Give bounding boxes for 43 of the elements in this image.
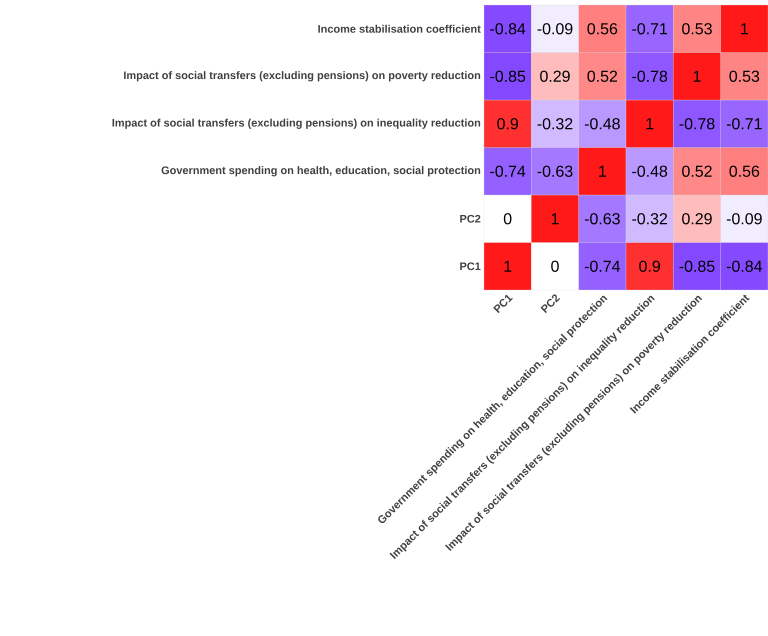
data-label: -0.85 — [490, 70, 526, 82]
data-label: -0.71 — [632, 23, 668, 34]
y-tick-label: PC1 — [460, 262, 480, 270]
data-label: -0.71 — [726, 118, 762, 130]
data-label: 1 — [504, 260, 512, 272]
data-label: 0.9 — [497, 118, 518, 130]
data-label: 1 — [741, 23, 748, 34]
y-tick-label: Impact of social transfers (excluding pensions) on poverty reduction — [124, 71, 480, 82]
data-label: 0.53 — [729, 70, 760, 82]
data-label: 1 — [646, 118, 654, 130]
data-label: -0.32 — [632, 213, 668, 224]
data-label: 1 — [694, 70, 701, 82]
data-label: -0.84 — [490, 23, 526, 34]
data-label: -0.63 — [538, 166, 572, 177]
data-label: -0.74 — [490, 166, 526, 177]
data-label: 0.29 — [682, 213, 712, 224]
data-label: -0.74 — [584, 260, 620, 272]
y-tick-label: PC2 — [460, 214, 480, 223]
data-label: -0.48 — [584, 118, 620, 130]
data-label: 0 — [551, 260, 559, 272]
data-label: 1 — [599, 166, 606, 177]
data-label: -0.32 — [538, 118, 572, 130]
data-label: -0.84 — [726, 260, 762, 272]
data-label: 0.9 — [639, 260, 660, 272]
x-tick-label: PC1 — [493, 294, 513, 314]
data-label: -0.09 — [726, 213, 762, 224]
data-label: -0.63 — [584, 213, 620, 224]
y-tick-label: Impact of social transfers (excluding pensions) on inequality reduction — [112, 118, 480, 129]
data-label: -0.78 — [680, 118, 714, 130]
data-label: -0.09 — [538, 23, 572, 34]
data-label: -0.48 — [632, 166, 668, 177]
data-label: 0.56 — [587, 23, 618, 34]
data-label: 0.56 — [729, 166, 760, 177]
data-label: -0.85 — [680, 260, 714, 272]
y-tick-label: Income stabilisation coefficient — [318, 24, 481, 33]
data-label: 0.29 — [540, 70, 570, 82]
y-tick-label: Government spending on health, education, social protection — [162, 166, 480, 176]
data-label: -0.78 — [632, 70, 668, 82]
data-label: 0.53 — [682, 23, 712, 34]
data-label: 0 — [504, 213, 512, 224]
data-label: 0.52 — [682, 166, 712, 177]
data-label: 1 — [552, 213, 559, 224]
data-label: 0.52 — [587, 70, 618, 82]
